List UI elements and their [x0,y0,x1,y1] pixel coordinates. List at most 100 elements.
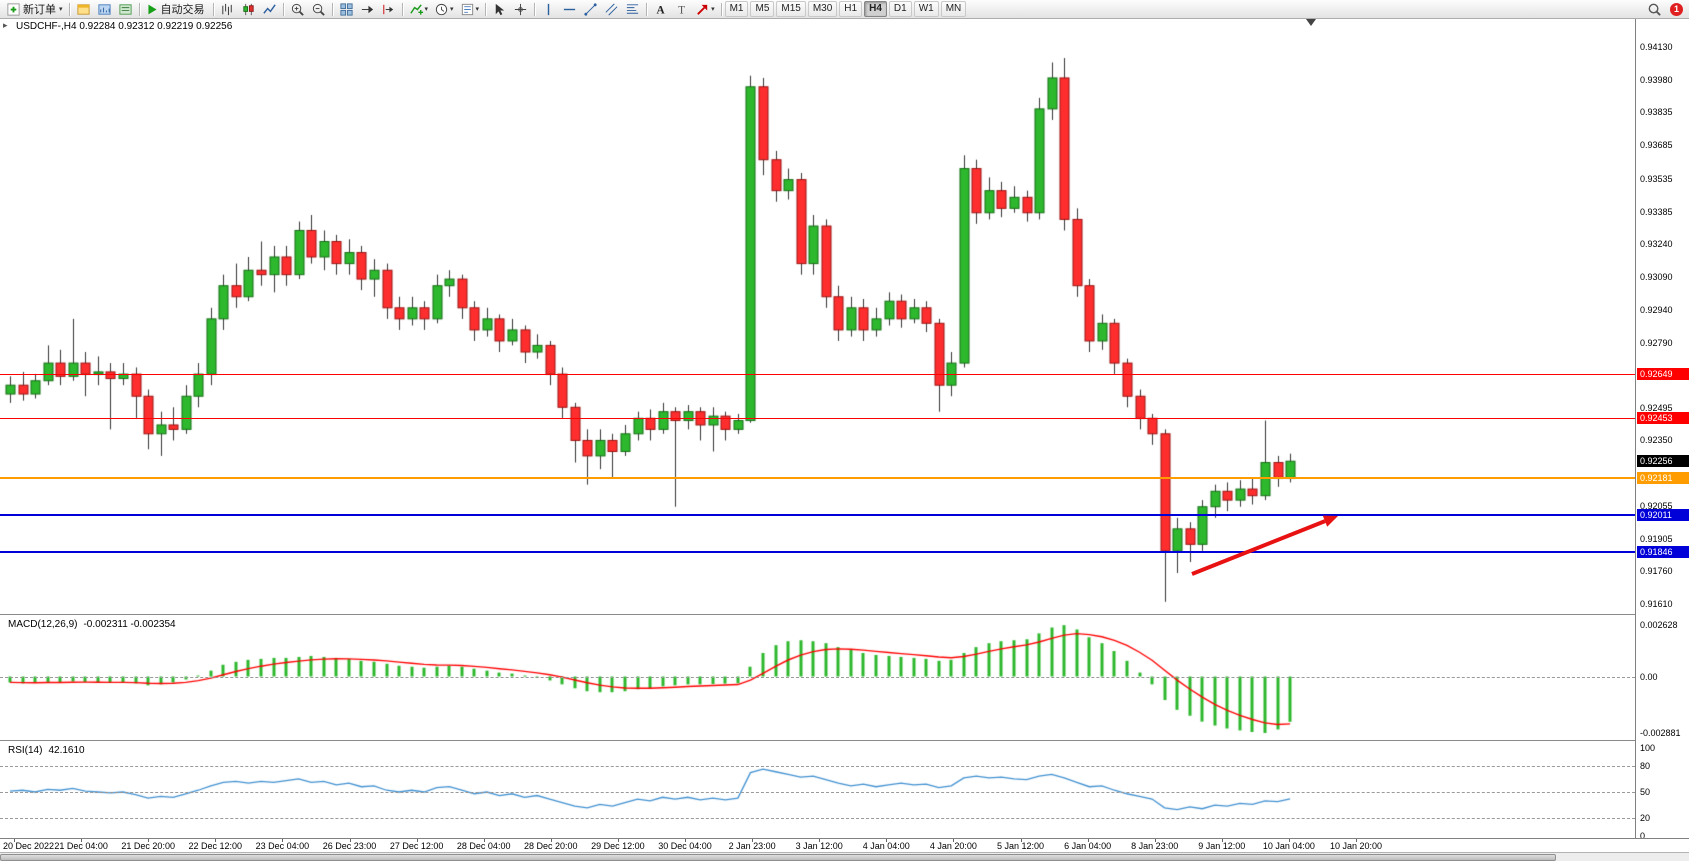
price-tick-label: 0.92055 [1640,500,1673,511]
timeframe-button-m15[interactable]: M15 [776,1,806,17]
chart-title: USDCHF-,H4 0.92284 0.92312 0.92219 0.922… [16,21,233,32]
horizontal-line-object[interactable] [0,476,1635,479]
panel-separator[interactable] [0,614,1689,617]
periods-icon[interactable]: ▾ [431,0,457,18]
price-tick-label: 0.93090 [1640,271,1673,282]
price-tick-label: 0.92495 [1640,403,1673,414]
timeframe-button-h4[interactable]: H4 [864,1,887,17]
timeframe-group: M1 M5 M15 M30 H1 H4 D1 W1 MN [724,1,969,17]
timeframe-button-m5[interactable]: M5 [750,1,775,17]
arrow-line-object[interactable] [0,18,1635,614]
arrow-shapes-icon[interactable]: ▾ [692,0,718,18]
time-tick [148,839,150,842]
time-tick [483,839,485,842]
time-label: 10 Jan 04:00 [1262,841,1315,851]
rsi-tick-label: 100 [1640,743,1656,753]
price-tick-label: 0.93385 [1640,206,1673,217]
text-icon[interactable]: A [650,0,671,18]
time-label: 21 Dec 20:00 [121,841,175,851]
price-tick-label: 0.94130 [1640,42,1673,52]
chevron-down-icon: ▾ [711,6,715,13]
price-tick-label: 0.93685 [1640,140,1673,151]
rsi-tick-label: 20 [1640,813,1651,824]
horizontal-line-object[interactable] [0,417,1635,419]
horizontal-line-object[interactable] [0,514,1635,517]
time-label: 9 Jan 12:00 [1198,841,1246,851]
cursor-icon[interactable] [489,0,510,18]
chart-bars-icon[interactable] [217,0,238,18]
auto-scroll-icon[interactable] [357,0,378,18]
fibonacci-icon[interactable] [622,0,643,18]
timeframe-button-h1[interactable]: H1 [839,1,863,17]
price-axis[interactable]: 0.94130 0.93980 0.93835 0.93685 0.93535 0.933… [1635,18,1689,841]
zoom-out-icon[interactable] [308,0,329,18]
crosshair-icon[interactable] [510,0,531,18]
price-chart-panel[interactable]: ▸ USDCHF-,H4 0.92284 0.92312 0.92219 0.9… [0,18,1635,614]
notification-badge[interactable]: 1 [1670,2,1683,16]
toolbar-separator [485,2,487,16]
time-tick [1087,839,1089,842]
time-label: 6 Jan 04:00 [1064,841,1112,851]
chart-shift-icon[interactable] [378,0,399,18]
vline-icon[interactable] [538,0,559,18]
timeframe-button-w1[interactable]: W1 [913,1,939,17]
timeframe-button-m1[interactable]: M1 [724,1,749,17]
time-tick [752,839,754,842]
label-icon[interactable]: T [671,0,692,18]
time-label: 21 Dec 04:00 [54,841,108,851]
rsi-panel[interactable]: RSI(14) 42.1610 [0,742,1635,838]
svg-text:T: T [678,4,685,16]
trendline-icon[interactable] [580,0,601,18]
timeframe-button-m30[interactable]: M30 [807,1,838,17]
time-label: 22 Dec 12:00 [188,841,243,851]
timeframe-button-mn[interactable]: MN [940,1,967,17]
macd-values: -0.002311 -0.002354 [83,619,176,630]
macd-panel[interactable]: MACD(12,26,9) -0.002311 -0.002354 [0,616,1635,740]
time-axis[interactable]: 20 Dec 2022 21 Dec 04:00 21 Dec 20:00 22 De… [0,838,1689,853]
rsi-level-line [0,818,1635,819]
autotrading-label: 自动交易 [160,4,205,16]
macd-zero-line [0,677,1635,678]
zoom-in-icon[interactable] [287,0,308,18]
new-order-button[interactable]: 新订单 ▾ [3,0,66,18]
time-tick [550,839,552,842]
horizontal-line-object[interactable] [0,550,1635,553]
new-order-label: 新订单 [23,4,56,16]
hline-icon[interactable] [559,0,580,18]
panel-separator[interactable] [0,740,1689,743]
rsi-label: RSI(14) [8,745,43,756]
toolbar-separator [646,2,648,16]
autotrading-button[interactable]: 自动交易 [143,0,210,18]
toolbar-separator [720,2,722,16]
market-watch-icon[interactable] [94,0,115,18]
time-tick [685,839,686,842]
one-click-trading-toggle[interactable]: ▸ [3,20,8,30]
rsi-tick-label: 50 [1640,787,1651,797]
price-line-label: 0.92649 [1637,368,1689,381]
horizontal-line-object[interactable] [0,374,1635,376]
autotrading-play-icon [147,4,157,14]
chart-shift-marker[interactable] [1306,19,1316,26]
templates-icon[interactable]: ▾ [457,0,483,18]
terminal-icon[interactable] [73,0,94,18]
channel-icon[interactable] [601,0,622,18]
indicators-icon[interactable]: ▾ [406,0,432,18]
search-icon[interactable] [1644,0,1665,18]
timeframe-button-d1[interactable]: D1 [888,1,912,17]
navigator-icon[interactable] [115,0,136,18]
svg-text:A: A [657,4,666,16]
chevron-down-icon: ▾ [424,6,429,13]
chart-line-icon[interactable] [259,0,280,18]
tile-windows-icon[interactable] [336,0,357,18]
price-tick-label: 0.93240 [1640,238,1673,249]
time-tick [1356,839,1357,842]
price-tick-label: 0.92790 [1640,338,1673,349]
time-tick [81,839,83,842]
macd-chart-canvas[interactable] [0,616,1635,740]
price-tick-label: 0.91905 [1640,533,1673,544]
time-tick [886,839,888,842]
chart-candles-icon[interactable] [238,0,259,18]
chevron-down-icon: ▾ [450,6,454,13]
rsi-level-line [0,792,1635,793]
rsi-chart-canvas[interactable] [0,742,1635,838]
